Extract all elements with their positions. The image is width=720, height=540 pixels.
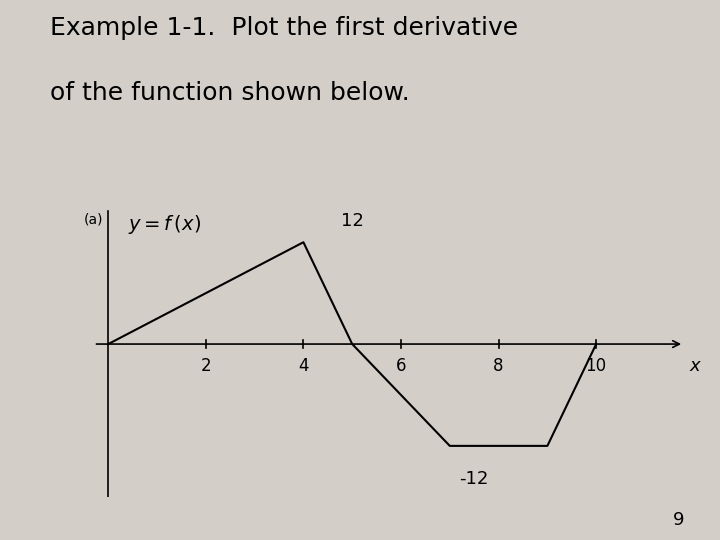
- Text: of the function shown below.: of the function shown below.: [50, 81, 410, 105]
- Text: $x$: $x$: [689, 357, 702, 375]
- Text: 12: 12: [341, 212, 364, 230]
- Text: 10: 10: [585, 357, 607, 375]
- Text: -12: -12: [459, 470, 489, 488]
- Text: (a): (a): [84, 213, 104, 226]
- Text: $y = f\,(x)$: $y = f\,(x)$: [127, 213, 201, 235]
- Text: 9: 9: [672, 511, 684, 529]
- Text: 2: 2: [200, 357, 211, 375]
- Text: Example 1-1.  Plot the first derivative: Example 1-1. Plot the first derivative: [50, 16, 518, 40]
- Text: 4: 4: [298, 357, 309, 375]
- Text: 6: 6: [396, 357, 406, 375]
- Text: 8: 8: [493, 357, 504, 375]
